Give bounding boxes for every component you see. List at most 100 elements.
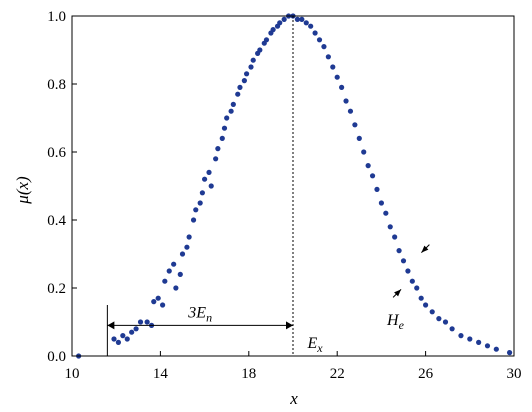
y-tick-label: 0.0 xyxy=(47,349,66,365)
ex-label: Ex xyxy=(306,335,323,355)
he-arrowhead-upper xyxy=(421,245,429,253)
three-en-label: 3En xyxy=(187,304,212,324)
data-point xyxy=(312,30,318,36)
data-point xyxy=(263,37,270,43)
data-point xyxy=(199,190,205,196)
data-point xyxy=(405,268,411,274)
data-point xyxy=(418,295,424,301)
data-point xyxy=(197,200,203,206)
data-point xyxy=(221,125,228,131)
data-point xyxy=(400,258,407,264)
data-point xyxy=(506,350,513,356)
data-point xyxy=(303,20,309,26)
data-point xyxy=(243,71,250,77)
data-point xyxy=(409,278,415,284)
data-point xyxy=(369,173,376,179)
y-tick-label: 0.4 xyxy=(47,213,66,229)
data-point xyxy=(166,268,172,274)
data-point xyxy=(215,146,221,152)
data-point xyxy=(352,122,358,128)
data-point xyxy=(281,16,287,22)
data-points xyxy=(76,13,513,359)
data-point xyxy=(202,176,208,182)
data-point xyxy=(334,74,340,80)
data-point xyxy=(206,169,212,175)
data-point xyxy=(442,319,449,325)
data-point xyxy=(476,339,482,345)
data-point xyxy=(414,285,420,291)
data-point xyxy=(155,295,161,301)
data-point xyxy=(343,98,349,104)
data-point xyxy=(179,251,186,257)
data-point xyxy=(162,278,168,284)
data-point xyxy=(484,343,491,349)
x-tick-label: 26 xyxy=(418,366,434,382)
data-point xyxy=(493,346,499,352)
data-point xyxy=(449,326,455,332)
data-point xyxy=(387,224,393,230)
data-point xyxy=(124,336,130,342)
data-point xyxy=(133,326,139,332)
data-point xyxy=(208,183,214,189)
data-point xyxy=(339,84,345,90)
data-point xyxy=(365,163,371,169)
data-point xyxy=(173,285,179,291)
data-point xyxy=(248,64,254,70)
data-point xyxy=(316,37,323,43)
data-point xyxy=(115,339,122,345)
data-point xyxy=(151,299,157,305)
data-point xyxy=(308,23,314,29)
data-point xyxy=(436,316,442,322)
data-point xyxy=(160,302,166,308)
data-point xyxy=(458,333,464,339)
data-point xyxy=(361,149,367,155)
data-point xyxy=(237,84,243,90)
data-point xyxy=(299,16,305,22)
x-axis-label: x xyxy=(289,389,298,408)
data-point xyxy=(190,217,197,223)
he-label: He xyxy=(386,312,405,332)
data-point xyxy=(383,210,389,216)
data-point xyxy=(235,91,241,97)
data-point xyxy=(325,54,331,60)
x-tick-label: 10 xyxy=(65,366,80,382)
data-point xyxy=(257,47,263,53)
x-tick-label: 30 xyxy=(507,366,522,382)
data-point xyxy=(129,329,135,335)
data-point xyxy=(467,336,473,342)
data-point xyxy=(321,44,327,50)
data-point xyxy=(270,27,276,33)
data-point xyxy=(347,108,354,114)
data-point xyxy=(250,57,256,63)
he-arrowhead-lower xyxy=(394,289,402,297)
y-tick-label: 1.0 xyxy=(47,9,66,25)
data-point xyxy=(330,64,336,70)
y-tick-label: 0.2 xyxy=(47,281,66,297)
data-point xyxy=(356,135,362,141)
data-point xyxy=(241,78,247,84)
data-point xyxy=(137,319,144,325)
data-point xyxy=(184,244,190,250)
data-point xyxy=(374,186,380,192)
data-point xyxy=(144,319,150,325)
data-point xyxy=(213,156,219,162)
data-point xyxy=(378,200,384,206)
x-tick-label: 22 xyxy=(330,366,345,382)
x-tick-label: 18 xyxy=(241,366,256,382)
data-point xyxy=(177,271,183,277)
data-point xyxy=(277,20,283,26)
data-point xyxy=(193,207,199,213)
data-point xyxy=(171,261,177,267)
tick-labels: 10 14 18 22 26 30 0.0 0.2 0.4 0.6 0.8 1.0 xyxy=(47,9,521,382)
annotations: 3En Ex He xyxy=(106,16,430,356)
data-point xyxy=(120,333,126,339)
data-point xyxy=(228,108,234,114)
y-axis-label: μ(x) xyxy=(13,176,32,205)
data-point xyxy=(230,101,236,107)
data-point xyxy=(392,234,398,240)
data-point xyxy=(186,234,192,240)
data-point xyxy=(429,309,435,315)
y-tick-label: 0.8 xyxy=(47,77,66,93)
y-tick-label: 0.6 xyxy=(47,145,66,161)
data-point xyxy=(224,115,230,121)
